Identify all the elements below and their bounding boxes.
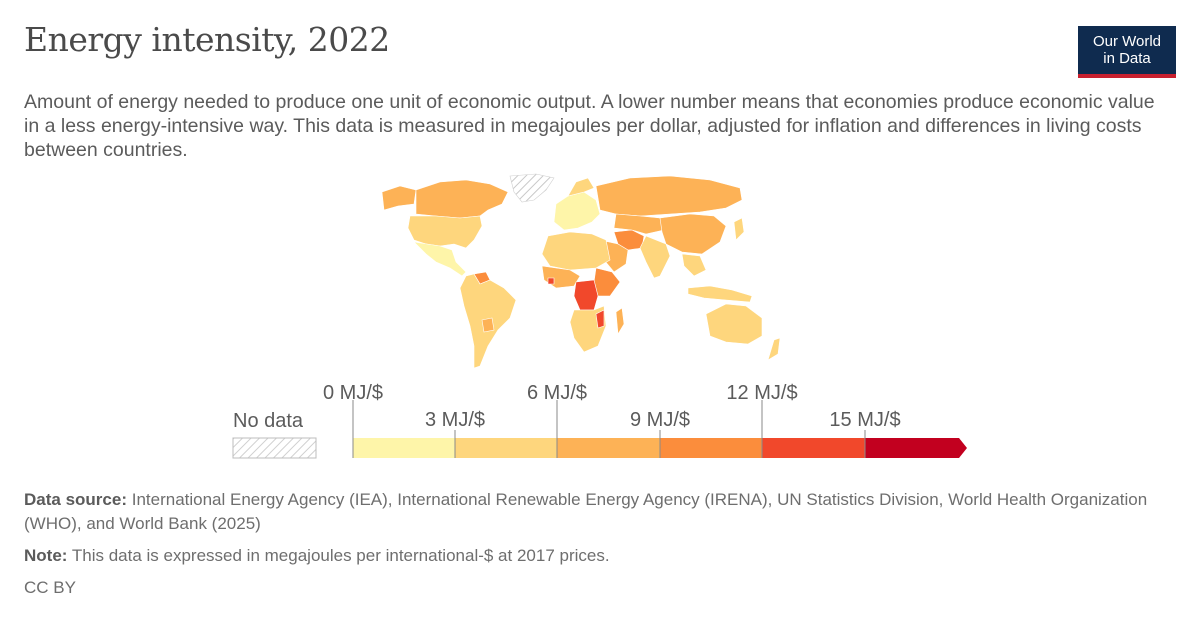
region-liberia[interactable] — [547, 277, 555, 285]
legend-label-2: 6 MJ/$ — [527, 382, 587, 404]
license[interactable]: CC BY — [24, 578, 76, 597]
region-north-africa[interactable] — [541, 231, 611, 271]
map-legend: No data 0 MJ/$ 3 MJ/$ 6 MJ/$ 9 MJ/$ — [232, 382, 967, 459]
region-mexico[interactable] — [413, 241, 467, 277]
logo-line-1: Our World — [1092, 33, 1162, 50]
legend-label-5: 15 MJ/$ — [829, 409, 900, 431]
region-russia[interactable] — [595, 175, 743, 217]
legend-label-3: 9 MJ/$ — [630, 409, 690, 431]
region-scandinavia[interactable] — [567, 177, 595, 197]
legend-bin-2 — [557, 438, 660, 458]
chart-footer: Data source: International Energy Agency… — [24, 488, 1174, 600]
legend-bin-4 — [762, 438, 865, 458]
region-paraguay[interactable] — [481, 317, 495, 333]
region-indonesia[interactable] — [687, 285, 753, 303]
region-australia[interactable] — [705, 303, 763, 345]
region-central-asia[interactable] — [613, 213, 665, 235]
note-text: This data is expressed in megajoules per… — [71, 546, 610, 565]
region-greenland[interactable] — [509, 173, 555, 203]
region-new-zealand[interactable] — [767, 337, 781, 361]
logo-line-2: in Data — [1103, 50, 1151, 67]
owid-logo[interactable]: Our World in Data — [1078, 26, 1176, 78]
region-india[interactable] — [639, 235, 671, 279]
region-canada[interactable] — [415, 179, 509, 219]
legend-bin-1 — [455, 438, 557, 458]
region-europe[interactable] — [553, 191, 601, 231]
note: Note: This data is expressed in megajoul… — [24, 544, 1174, 568]
legend-bin-0 — [353, 438, 455, 458]
region-madagascar[interactable] — [615, 307, 625, 335]
data-source: Data source: International Energy Agency… — [24, 488, 1174, 536]
data-source-text: International Energy Agency (IEA), Inter… — [24, 490, 1148, 533]
chart-subtitle: Amount of energy needed to produce one u… — [24, 91, 1155, 161]
region-alaska[interactable] — [381, 185, 417, 211]
legend-bin-5 — [865, 438, 967, 458]
legend-label-4: 12 MJ/$ — [726, 382, 797, 404]
region-east-africa[interactable] — [593, 267, 621, 297]
data-source-label: Data source: — [24, 490, 127, 509]
legend-no-data-label: No data — [233, 410, 304, 432]
region-mozambique[interactable] — [595, 309, 605, 329]
chart-title: Energy intensity, 2022 — [24, 20, 390, 59]
legend-label-1: 3 MJ/$ — [425, 409, 485, 431]
region-drc[interactable] — [573, 279, 599, 311]
legend-label-0: 0 MJ/$ — [323, 382, 383, 404]
region-usa[interactable] — [407, 215, 483, 249]
legend-no-data-swatch — [232, 437, 317, 459]
region-china[interactable] — [659, 213, 727, 255]
legend-bin-3 — [660, 438, 762, 458]
region-japan[interactable] — [733, 217, 745, 241]
note-label: Note: — [24, 546, 68, 565]
world-map[interactable] — [370, 170, 800, 375]
region-southeast-asia[interactable] — [681, 253, 707, 277]
